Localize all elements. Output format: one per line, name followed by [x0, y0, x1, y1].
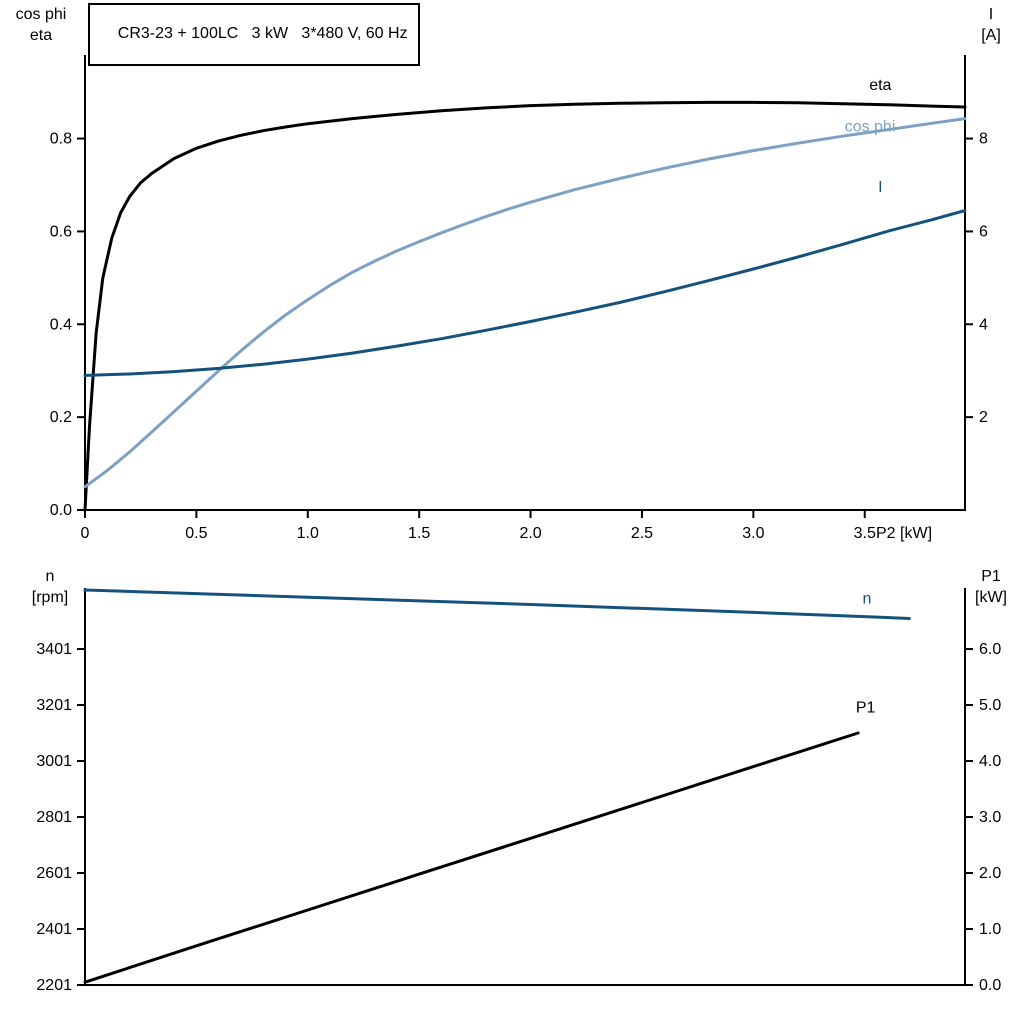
right-tick-label: 6 — [979, 223, 988, 240]
right-tick-label: 0.0 — [979, 977, 1001, 994]
left-tick-label: 0.6 — [50, 223, 72, 240]
axis-frame — [84, 588, 966, 986]
x-tick-label: 1.0 — [297, 525, 319, 542]
chart-1: 2201 2401 2601 2801 3001 3201 3401 0.0 1.0 2.0 3.0… — [36, 588, 1001, 994]
x-tick-label: 1.5 — [408, 525, 430, 542]
left-axis-label-line1: cos phi — [15, 6, 67, 23]
right-tick-label: 1.0 — [979, 921, 1001, 938]
chart-title-box: CR3-23 + 100LC 3 kW 3*480 V, 60 Hz — [88, 3, 420, 66]
curve-label-I: I — [878, 179, 882, 196]
right-tick-label: 6.0 — [979, 641, 1001, 658]
bottom-chart-right-axis-label: P1 [kW] — [962, 566, 1020, 608]
right-tick-label: 2 — [979, 409, 988, 426]
left-tick-label: 3401 — [36, 641, 72, 658]
chart-0: 0.0 0.2 0.4 0.6 0.8 2 4 6 8 0 0.5 1.0 1.5 2.0 2.5 3.0 3.… — [50, 55, 988, 542]
x-axis-label: P2 [kW] — [876, 525, 933, 542]
curve-label-cos_phi: cos phi — [845, 119, 896, 136]
x-tick-label: 3.5 — [854, 525, 876, 542]
x-tick-label: 0.5 — [185, 525, 207, 542]
left-tick-label: 0.2 — [50, 409, 72, 426]
top-chart-right-axis-label: I [A] — [966, 4, 1016, 46]
right-tick-label: 5.0 — [979, 697, 1001, 714]
bottom-chart-left-axis-label: n [rpm] — [14, 566, 86, 608]
x-tick-label: 0 — [81, 525, 90, 542]
right-tick-label: 4 — [979, 316, 988, 333]
left-axis-label-line2: eta — [29, 27, 53, 44]
curve-I — [83, 209, 967, 377]
right-tick-label: 3.0 — [979, 809, 1001, 826]
curve-eta — [83, 100, 967, 512]
left-tick-label: 3201 — [36, 697, 72, 714]
curve-cos_phi — [83, 117, 967, 489]
right-tick-label: 2.0 — [979, 865, 1001, 882]
left-tick-label: 0.8 — [50, 131, 72, 148]
left-tick-label: 2201 — [36, 977, 72, 994]
right-axis-label-line2: [A] — [981, 27, 1001, 44]
left-tick-label: 2601 — [36, 865, 72, 882]
left-tick-label: 3001 — [36, 753, 72, 770]
curve-label-n: n — [863, 591, 872, 608]
curve-n — [83, 588, 911, 620]
power-axis-label-line1: P1 — [981, 568, 1001, 585]
right-axis-label-line1: I — [988, 6, 994, 23]
right-tick-label: 8 — [979, 131, 988, 148]
left-tick-label: 0.4 — [50, 316, 72, 333]
left-tick-label: 2401 — [36, 921, 72, 938]
curve-P1 — [83, 731, 860, 984]
power-axis-label-line2: [kW] — [975, 589, 1007, 606]
x-tick-label: 2.0 — [519, 525, 541, 542]
right-tick-label: 4.0 — [979, 753, 1001, 770]
x-tick-label: 2.5 — [631, 525, 653, 542]
chart-title: CR3-23 + 100LC 3 kW 3*480 V, 60 Hz — [117, 25, 408, 42]
speed-axis-label-line1: n — [45, 568, 55, 585]
left-tick-label: 0.0 — [50, 502, 72, 519]
top-chart-left-axis-label: cos phi eta — [6, 4, 76, 46]
axis-frame — [84, 55, 966, 511]
left-tick-label: 2801 — [36, 809, 72, 826]
curve-label-eta: eta — [869, 77, 891, 94]
speed-axis-label-line2: [rpm] — [31, 589, 69, 606]
x-tick-label: 3.0 — [742, 525, 764, 542]
curve-label-P1: P1 — [856, 699, 876, 716]
